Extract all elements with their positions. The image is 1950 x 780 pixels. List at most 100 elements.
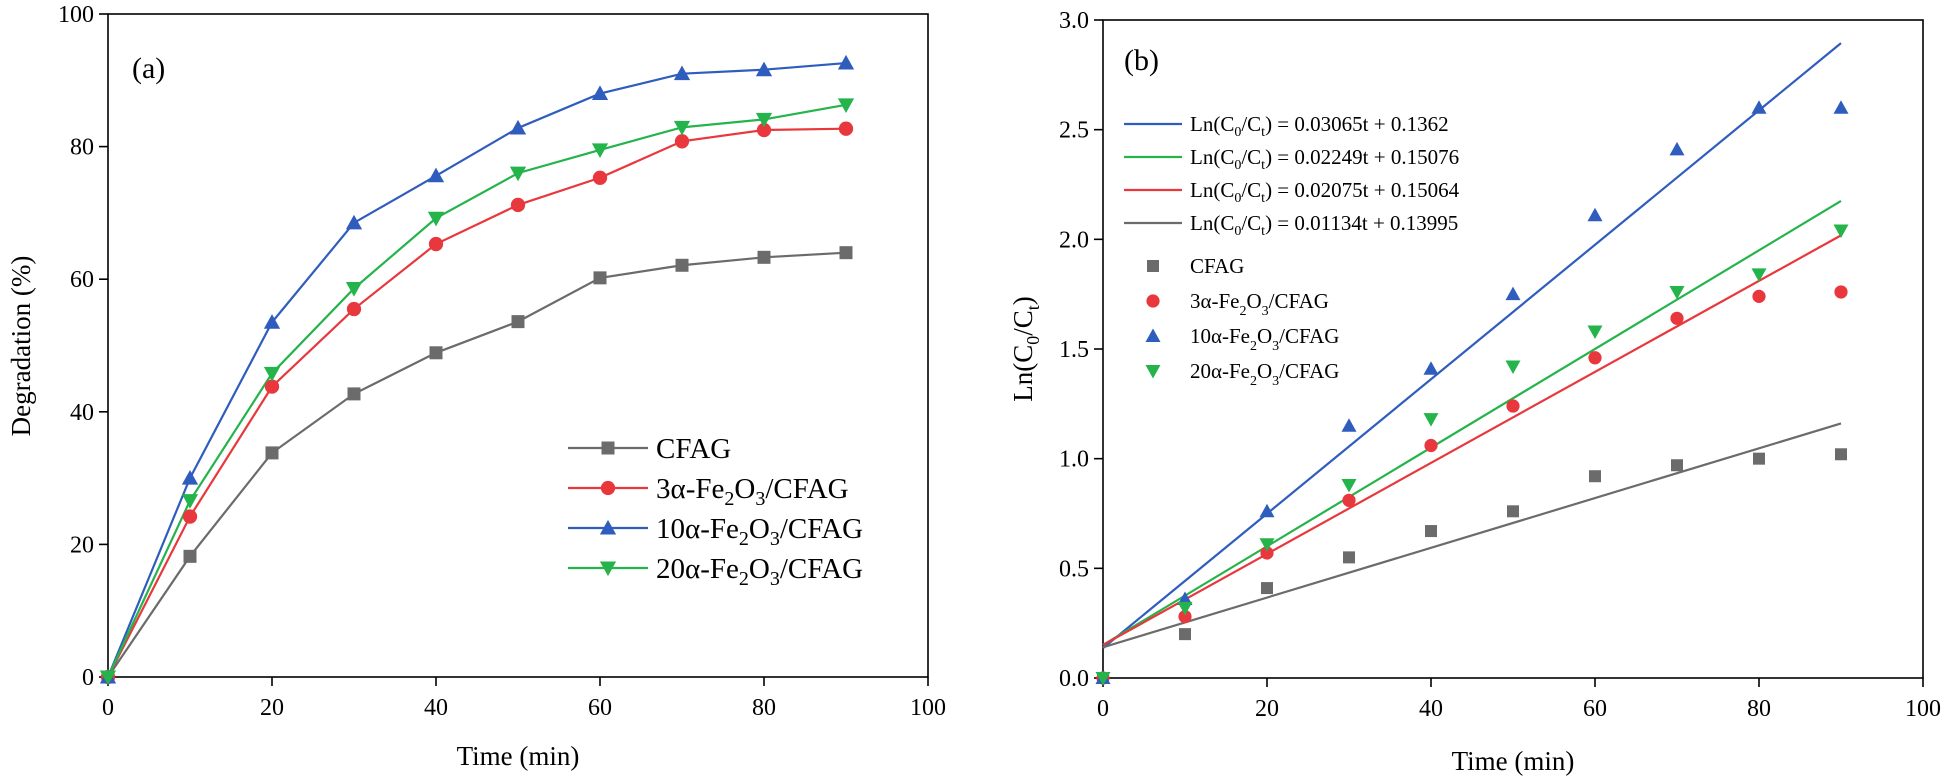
panel-b-legend-label-sub-3: 3	[1272, 374, 1279, 389]
panel-b-x-tick-label: 20	[1255, 696, 1279, 722]
panel-a-legend-label: 3α-Fe2O3/CFAG	[656, 473, 849, 510]
fit-label-slash: /C	[1241, 178, 1261, 202]
panel-a-point	[755, 112, 773, 128]
panel-a-x-tick-label: 20	[260, 695, 284, 721]
panel-a-legend-label: 20α-Fe2O3/CFAG	[656, 553, 863, 590]
panel-b-legend-label-sub-2: 2	[1250, 374, 1257, 389]
panel-a-y-tick-label: 0	[82, 665, 94, 691]
panel-b-legend-label-o: O	[1247, 289, 1262, 313]
panel-a-point	[837, 54, 855, 70]
panel-b-point	[1669, 285, 1685, 300]
panel-b-legend-marker	[1147, 260, 1159, 272]
panel-a-legend-label-sub-2: 2	[739, 528, 749, 550]
panel-a-y-tick-label: 20	[70, 532, 94, 558]
panel-b-point	[1587, 207, 1603, 222]
panel-b-point	[1342, 493, 1356, 507]
panel-a-y-axis-title: Degradation (%)	[6, 256, 36, 437]
panel-a-x-tick-label: 60	[588, 695, 612, 721]
panel-a-point	[757, 250, 771, 264]
panel-b-x-tick-label: 60	[1583, 696, 1607, 722]
panel-a-point	[592, 170, 608, 185]
panel-b-point	[1177, 601, 1193, 616]
ylabel-sub-0: 0	[1023, 336, 1043, 345]
panel-a-point	[181, 494, 199, 509]
panel-a-point	[673, 120, 691, 136]
fit-label-ln: Ln(C	[1190, 112, 1234, 136]
panel-a-point	[509, 166, 527, 182]
panel-a-point	[509, 119, 527, 135]
panel-b-legend-fit-label: Ln(C0/Ct) = 0.03065t + 0.1362	[1190, 112, 1449, 140]
panel-a-point	[428, 236, 444, 252]
panel-a-point	[183, 549, 197, 563]
panel-b-point	[1177, 591, 1193, 606]
panel-a-point	[427, 211, 445, 227]
panel-a-legend-label-o: O	[749, 513, 770, 545]
panel-a-legend-label-sub-2: 2	[724, 488, 734, 510]
panel-a-series-lines	[106, 61, 847, 678]
panel-a-legend-label-suffix: /CFAG	[780, 513, 863, 545]
panel-a-point	[427, 167, 445, 183]
panel-b-point	[1505, 360, 1521, 375]
panel-a-point	[755, 61, 773, 77]
panel-a-legend-label-base: 3α-Fe	[656, 473, 724, 505]
fit-label-ln: Ln(C	[1190, 178, 1234, 202]
panel-a-series-markers	[99, 54, 855, 686]
ylabel-sub-t: t	[1023, 305, 1043, 310]
fit-label-sub0: 0	[1234, 191, 1241, 206]
panel-a-legend-label-base: 20α-Fe	[656, 553, 739, 585]
panel-a-x-tick-label: 100	[910, 695, 946, 721]
panel-b-point	[1669, 141, 1685, 156]
panel-b-y-tick-label: 0.5	[1059, 556, 1089, 582]
panel-a-label: (a)	[132, 52, 165, 85]
panel-a-point	[265, 446, 279, 460]
panel-b-legend-label-sub-3: 3	[1262, 304, 1269, 319]
panel-b-y-tick-label: 3.0	[1059, 8, 1089, 34]
panel-b-point	[1423, 361, 1439, 375]
panel-b-point	[1259, 503, 1275, 518]
panel-a-point	[99, 670, 117, 686]
panel-b-y-tick-label: 0.0	[1059, 666, 1089, 692]
panel-b-fit-line-3	[1102, 234, 1842, 646]
panel-a-legend-label-suffix: /CFAG	[780, 553, 863, 585]
panel-b-legend-label-base: 3α-Fe	[1190, 289, 1240, 313]
panel-a-x-tick-label: 80	[752, 695, 776, 721]
fit-label-subt: t	[1261, 191, 1265, 206]
panel-b-fit-line-2	[1102, 200, 1842, 646]
panel-a-legend-label-sub-2: 2	[739, 568, 749, 590]
ylabel-part-2: /C	[1008, 310, 1038, 336]
panel-a-point	[591, 85, 609, 101]
panel-a-y-tick-label: 100	[58, 2, 94, 28]
fit-label-equation: ) = 0.03065t + 0.1362	[1265, 112, 1449, 136]
panel-b-point	[1179, 628, 1191, 641]
panel-b-point	[1343, 551, 1355, 564]
fit-label-ln: Ln(C	[1190, 211, 1234, 235]
panel-b-legend-fit-label: Ln(C0/Ct) = 0.01134t + 0.13995	[1190, 211, 1458, 239]
panel-a-legend-label-o: O	[734, 473, 755, 505]
panel-a-point	[263, 314, 281, 329]
panel-a-legend-marker	[600, 480, 616, 496]
panel-b-point	[1752, 289, 1766, 303]
panel-b-point	[1833, 100, 1849, 114]
panel-b-x-axis-title: Time (min)	[1452, 746, 1575, 776]
panel-a-legend-marker	[599, 561, 617, 577]
panel-b-point	[1753, 452, 1765, 465]
panel-a-legend-label-sub-3: 3	[755, 488, 765, 510]
panel-a-point	[345, 281, 363, 297]
panel-b-point	[1260, 546, 1274, 560]
fit-label-ln: Ln(C	[1190, 145, 1234, 169]
panel-b-series-markers	[1095, 100, 1849, 686]
panel-b-legend-marker	[1145, 328, 1161, 342]
panel-a-point	[593, 271, 607, 285]
panel-b-point	[1751, 268, 1767, 282]
panel-a-legend-label-base: 10α-Fe	[656, 513, 739, 545]
panel-b-point	[1341, 418, 1357, 432]
panel-a-point	[429, 346, 443, 360]
panel-b-point	[1751, 100, 1767, 114]
panel-b-point	[1424, 438, 1438, 453]
panel-a-point	[263, 366, 281, 382]
panel-b-fit-line-4	[1102, 422, 1842, 649]
panel-b-y-tick-label: 1.5	[1059, 337, 1089, 363]
